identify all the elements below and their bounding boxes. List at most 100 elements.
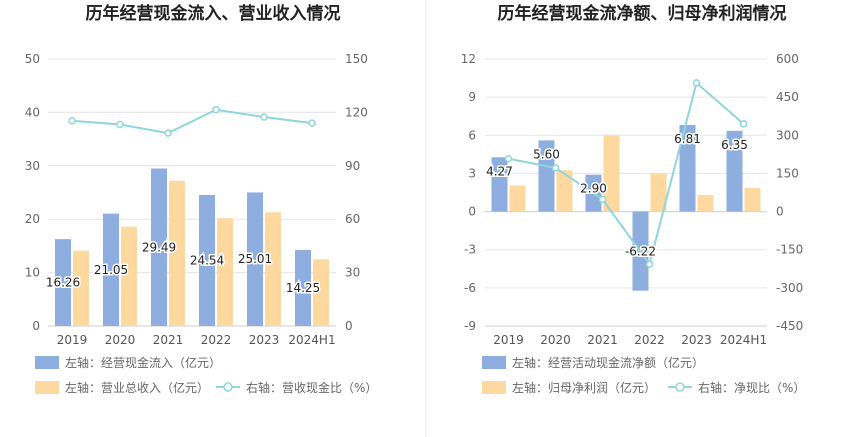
ratio-point bbox=[645, 260, 654, 268]
right-axis-tick: 120 bbox=[345, 105, 368, 119]
ratio-point bbox=[164, 129, 172, 137]
data-label: 21.05 bbox=[94, 263, 128, 277]
data-label: 2.90 bbox=[580, 182, 607, 196]
bar-secondary bbox=[603, 135, 620, 212]
bar-secondary bbox=[121, 226, 137, 326]
left-axis-tick: 12 bbox=[461, 52, 476, 66]
left-axis-tick: -3 bbox=[464, 243, 476, 257]
ratio-point bbox=[551, 164, 560, 172]
data-label: 6.35 bbox=[721, 138, 748, 152]
left-axis-tick: 3 bbox=[468, 166, 476, 180]
x-axis-tick: 2024H1 bbox=[720, 333, 767, 347]
ratio-point bbox=[692, 79, 701, 87]
data-label: 4.27 bbox=[486, 164, 513, 178]
x-axis-tick: 2019 bbox=[57, 333, 88, 347]
right-axis-tick: 300 bbox=[776, 128, 799, 142]
ratio-point bbox=[68, 117, 76, 125]
legend-swatch bbox=[35, 356, 59, 369]
left-axis-tick: 20 bbox=[25, 212, 40, 226]
ratio-line bbox=[71, 108, 313, 135]
data-label: 6.81 bbox=[674, 132, 701, 146]
data-label: -6.22 bbox=[625, 245, 656, 259]
right-axis-tick: 0 bbox=[776, 205, 784, 219]
data-label: 5.60 bbox=[533, 147, 560, 161]
left-axis-tick: -6 bbox=[464, 281, 476, 295]
legend-label: 左轴：经营现金流入（亿元） bbox=[65, 355, 221, 370]
right-axis-tick: 30 bbox=[345, 266, 360, 280]
bar-primary bbox=[151, 168, 167, 326]
bar-primary bbox=[726, 130, 743, 212]
bar-primary bbox=[679, 124, 696, 212]
ratio-point bbox=[308, 119, 316, 127]
x-axis-tick: 2021 bbox=[587, 333, 618, 347]
chart-title-1: 历年经营现金流入、营业收入情况 bbox=[86, 3, 341, 24]
x-axis-tick: 2022 bbox=[634, 333, 665, 347]
left-axis-tick: 30 bbox=[25, 159, 40, 173]
bar-primary bbox=[199, 194, 215, 326]
bar-secondary bbox=[650, 173, 667, 212]
left-axis-tick: 40 bbox=[25, 105, 40, 119]
ratio-point bbox=[116, 120, 124, 129]
bar-primary bbox=[103, 213, 119, 326]
legend-line-marker bbox=[675, 382, 685, 392]
bar-secondary bbox=[744, 188, 761, 212]
bar-primary bbox=[538, 140, 555, 212]
data-label: 29.49 bbox=[142, 240, 176, 254]
ratio-point bbox=[504, 154, 513, 163]
right-axis-tick: 600 bbox=[776, 52, 799, 66]
left-axis-tick: 9 bbox=[468, 90, 476, 104]
left-axis-tick: -9 bbox=[464, 319, 476, 333]
right-axis-tick: -300 bbox=[776, 281, 803, 295]
x-axis-tick: 2020 bbox=[105, 333, 136, 347]
legend-swatch bbox=[482, 356, 506, 369]
bar-secondary bbox=[509, 185, 526, 212]
bar-primary bbox=[247, 192, 263, 326]
right-axis-tick: 150 bbox=[776, 166, 799, 180]
legend-label: 右轴：净现比（%） bbox=[698, 380, 805, 395]
right-axis-tick: -150 bbox=[776, 243, 803, 257]
bar-secondary bbox=[556, 170, 573, 212]
right-axis-tick: 90 bbox=[345, 159, 360, 173]
data-label: 14.25 bbox=[286, 281, 320, 295]
legend-swatch bbox=[35, 381, 59, 394]
x-axis-tick: 2023 bbox=[681, 333, 712, 347]
bar-primary bbox=[491, 157, 508, 212]
right-axis-tick: 0 bbox=[345, 319, 353, 333]
chart-title-2: 历年经营现金流净额、归母净利润情况 bbox=[498, 3, 787, 24]
legend-label: 左轴：经营活动现金流净额（亿元） bbox=[512, 355, 704, 370]
data-label: 25.01 bbox=[238, 252, 272, 266]
right-axis-tick: 60 bbox=[345, 212, 360, 226]
ratio-point bbox=[260, 113, 268, 121]
ratio-line bbox=[508, 81, 745, 267]
legend-label: 右轴：营收现金比（%） bbox=[246, 380, 377, 395]
legend-line-marker bbox=[223, 382, 233, 392]
right-axis-tick: 150 bbox=[345, 52, 368, 66]
legend-swatch bbox=[482, 381, 506, 394]
bar-primary bbox=[55, 239, 71, 326]
data-label: 16.26 bbox=[46, 276, 80, 290]
ratio-point bbox=[598, 195, 607, 204]
bar-secondary bbox=[697, 195, 714, 212]
bar-secondary bbox=[217, 218, 233, 326]
x-axis-tick: 2020 bbox=[540, 333, 571, 347]
x-axis-tick: 2021 bbox=[153, 333, 184, 347]
legend-label: 左轴：归母净利润（亿元） bbox=[512, 380, 656, 395]
x-axis-tick: 2024H1 bbox=[288, 333, 335, 347]
x-axis-tick: 2019 bbox=[493, 333, 524, 347]
bar-primary bbox=[295, 249, 311, 326]
bar-secondary bbox=[313, 259, 329, 326]
x-axis-tick: 2022 bbox=[201, 333, 232, 347]
right-axis-tick: 450 bbox=[776, 90, 799, 104]
ratio-point bbox=[212, 105, 220, 114]
bar-secondary bbox=[73, 250, 89, 326]
bar-secondary bbox=[169, 180, 185, 326]
legend-label: 左轴：营业总收入（亿元） bbox=[65, 380, 209, 395]
data-label: 24.54 bbox=[190, 253, 224, 267]
left-axis-tick: 0 bbox=[468, 205, 476, 219]
x-axis-tick: 2023 bbox=[249, 333, 280, 347]
ratio-point bbox=[739, 120, 748, 128]
right-axis-tick: -450 bbox=[776, 319, 803, 333]
left-axis-tick: 0 bbox=[32, 319, 40, 333]
